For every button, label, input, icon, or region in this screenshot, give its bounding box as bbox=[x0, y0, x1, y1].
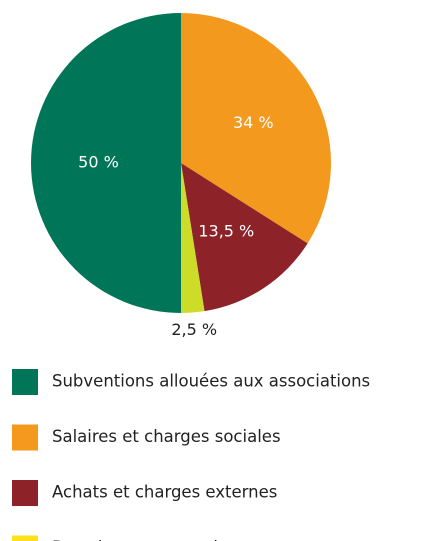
legend-swatch bbox=[12, 424, 38, 451]
legend-label: Subventions allouées aux associations bbox=[52, 372, 370, 391]
legend-swatch bbox=[12, 480, 38, 506]
slice-label: 34 % bbox=[233, 113, 274, 132]
legend-label: Salaires et charges sociales bbox=[52, 427, 281, 446]
pie-slice bbox=[31, 13, 181, 313]
legend-label: Dotation aux amortissements bbox=[52, 538, 297, 541]
legend-swatch bbox=[12, 535, 38, 541]
pie-slice bbox=[181, 163, 308, 312]
legend-swatch bbox=[12, 369, 38, 395]
legend-label: Achats et charges externes bbox=[52, 483, 277, 502]
pie-slice bbox=[181, 163, 205, 313]
slice-label: 2,5 % bbox=[171, 320, 217, 339]
slice-label: 50 % bbox=[78, 153, 119, 172]
pie-slice bbox=[181, 13, 331, 244]
slice-label: 13,5 % bbox=[198, 221, 254, 240]
